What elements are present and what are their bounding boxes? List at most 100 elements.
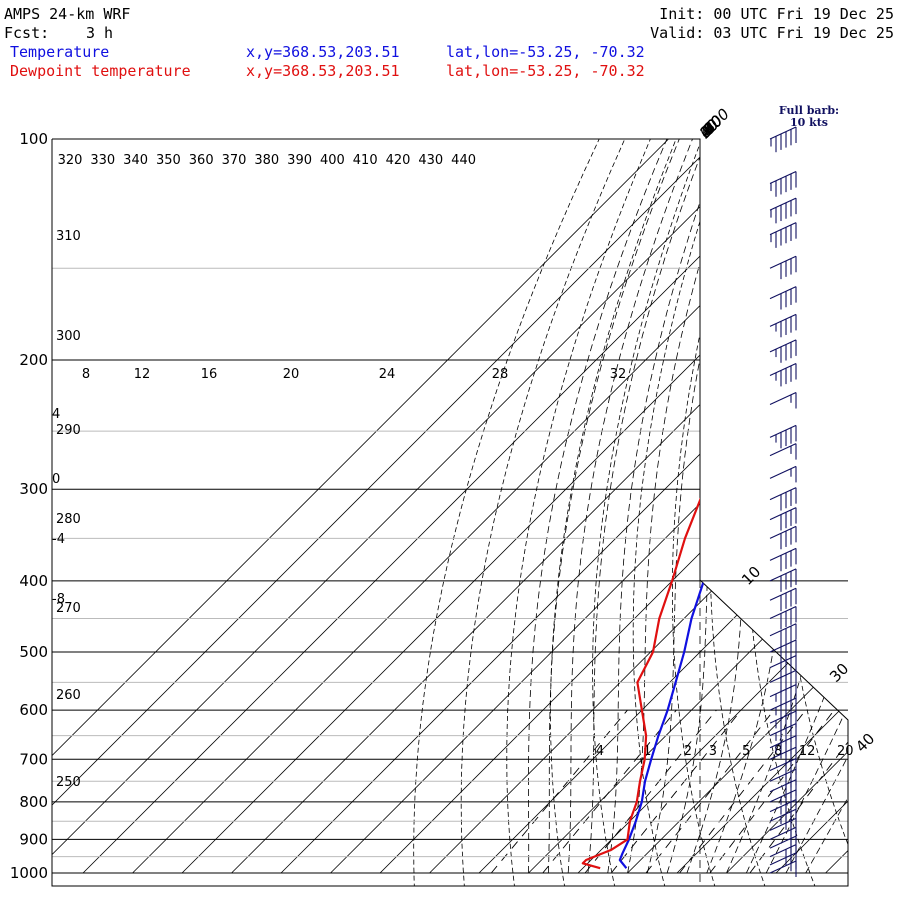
- wind-barb: [769, 623, 797, 647]
- pressure-tick-label: 200: [19, 351, 48, 369]
- moist-adiabat-line: [686, 139, 808, 874]
- hodograph-ring-label: 30: [826, 660, 852, 686]
- dewpoint-legend-label: Dewpoint temperature: [10, 62, 191, 80]
- isotherm-line: [528, 139, 848, 874]
- pressure-tick-label: 500: [19, 643, 48, 661]
- hodograph-ring-label: 40: [852, 730, 878, 756]
- theta-e-label: 28: [492, 367, 509, 382]
- moist-adiabat-line: [805, 139, 848, 874]
- isotherm-line: [726, 139, 848, 874]
- pressure-tick-label: 600: [19, 701, 48, 719]
- isotherm-line: [429, 139, 848, 874]
- dry-adiabat-line: [781, 139, 848, 886]
- left-axis-label: -8: [52, 592, 65, 607]
- theta-e-label: 16: [201, 367, 218, 382]
- dry-adiabat-line: [816, 139, 848, 886]
- isotherm-line: [577, 139, 848, 874]
- temperature-legend-xy: x,y=368.53,203.51: [246, 43, 400, 61]
- theta-label: 350: [156, 153, 181, 168]
- left-axis-label: 4: [52, 407, 60, 422]
- theta-e-label: 8: [82, 367, 90, 382]
- svg-text:30: 30: [826, 660, 852, 686]
- mixing-ratio-label: 1: [643, 744, 651, 759]
- wind-barb: [769, 779, 797, 801]
- pressure-tick-label: 1000: [10, 864, 48, 882]
- dry-adiabat-line: [882, 139, 900, 889]
- wind-barb: [769, 255, 797, 280]
- isotherm-line: [280, 139, 848, 874]
- theta-label: 330: [90, 153, 115, 168]
- moist-adiabat-line: [706, 139, 839, 874]
- pressure-tick-label: 700: [19, 750, 48, 768]
- isotherm-line: [231, 139, 848, 874]
- wind-barb: [769, 487, 797, 511]
- pressure-tick-label: 300: [19, 480, 48, 498]
- forecast-value: 3 h: [86, 24, 113, 42]
- dry-adiabat-line: [632, 139, 728, 886]
- theta-e-label: 20: [283, 367, 300, 382]
- wind-barb: [769, 860, 797, 877]
- wind-barb: [769, 339, 797, 363]
- mixing-ratio-line: [542, 709, 677, 874]
- isotherm-line: [627, 139, 848, 874]
- hodograph-ring-label: 10: [738, 563, 764, 589]
- theta-label: 380: [254, 153, 279, 168]
- mixing-ratio-line: [709, 709, 835, 874]
- pressure-tick-label: 800: [19, 793, 48, 811]
- wind-barb: [769, 669, 797, 694]
- mixing-ratio-label: 5: [742, 744, 750, 759]
- isotherm-line: [132, 139, 848, 874]
- moist-adiabat-line: [666, 139, 782, 874]
- moist-adiabat-line: [646, 139, 760, 874]
- wind-barb: [769, 286, 797, 310]
- mixing-ratio-label: 12: [799, 744, 816, 759]
- dry-adiabat-line: [550, 139, 677, 886]
- wind-barb: [769, 826, 797, 846]
- wind-barb: [769, 197, 797, 224]
- model-title: AMPS 24-km WRF: [4, 5, 130, 23]
- wind-barb: [769, 568, 797, 592]
- dewpoint-legend-latlon: lat,lon=-53.25, -70.32: [446, 62, 645, 80]
- isotherm-line: [82, 139, 818, 874]
- mixing-ratio-line: [610, 709, 742, 874]
- barb-legend-value: 10 kts: [790, 116, 828, 129]
- wind-barb: [769, 768, 797, 790]
- wind-barbs: [769, 126, 797, 877]
- theta-e-label: 12: [134, 367, 151, 382]
- svg-text:10: 10: [738, 563, 764, 589]
- wind-barb: [769, 222, 797, 248]
- wind-barb: [769, 639, 797, 663]
- mixing-ratio-line: [645, 709, 775, 874]
- isobar-lines: [52, 138, 848, 874]
- theta-label: 370: [222, 153, 247, 168]
- theta-label: 420: [386, 153, 411, 168]
- moist-adiabat-line: [547, 139, 680, 874]
- wind-barb: [769, 547, 797, 572]
- theta-label: 400: [320, 153, 345, 168]
- mixing-ratio-label: 20: [837, 744, 854, 759]
- temperature-legend-latlon: lat,lon=-53.25, -70.32: [446, 43, 645, 61]
- wind-barb: [769, 126, 797, 153]
- wind-barb: [769, 171, 797, 197]
- forecast-label: Fcst:: [4, 24, 49, 42]
- left-axis-label: -4: [52, 532, 65, 547]
- mixing-ratio-label: 3: [709, 744, 717, 759]
- moist-adiabat-line: [745, 139, 848, 874]
- theta-label: 260: [56, 688, 81, 703]
- isotherm-line: [330, 139, 848, 874]
- wind-barb: [769, 313, 797, 338]
- mixing-ratio-line: [490, 709, 628, 874]
- isotherm-line: [775, 139, 848, 874]
- theta-label: 270: [56, 601, 81, 616]
- pressure-tick-label: 400: [19, 572, 48, 590]
- thermo-grid: [52, 139, 900, 889]
- theta-label: 340: [123, 153, 148, 168]
- theta-label: 290: [56, 423, 81, 438]
- mixing-ratio-label: 2: [684, 744, 692, 759]
- theta-label: 410: [353, 153, 378, 168]
- theta-label: 300: [56, 329, 81, 344]
- theta-label: 320: [58, 153, 83, 168]
- wind-barb: [769, 835, 797, 855]
- temperature-legend-label: Temperature: [10, 43, 109, 61]
